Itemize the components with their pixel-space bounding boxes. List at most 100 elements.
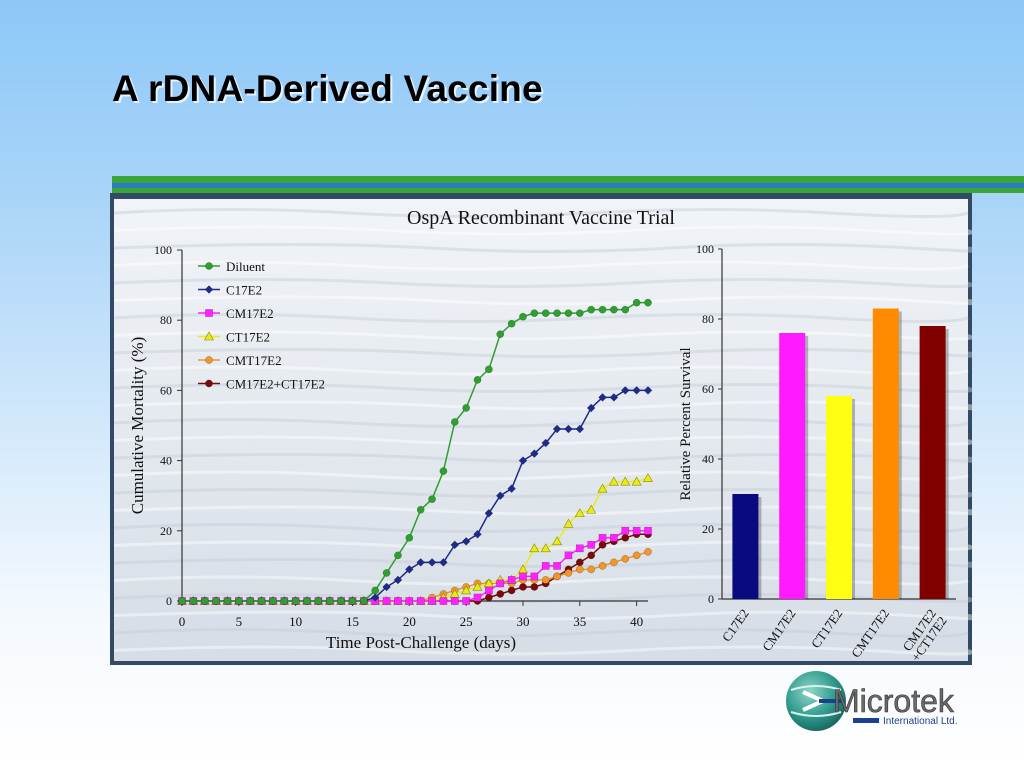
data-point-cm17e2-ct17e2 — [598, 540, 607, 549]
data-point-diluent — [234, 597, 243, 605]
data-point-diluent — [382, 569, 391, 577]
data-point-diluent — [223, 597, 232, 605]
title-rule-blue — [112, 183, 1024, 188]
data-point-cmt17e2 — [644, 548, 652, 556]
line-y-tick-label: 80 — [160, 313, 172, 327]
data-point-diluent — [530, 309, 539, 318]
data-point-ct17e2 — [574, 508, 585, 518]
water-ripple — [113, 225, 972, 236]
data-point-diluent — [462, 404, 470, 412]
line-x-tick-label: 20 — [403, 614, 416, 629]
data-point-ct17e2 — [540, 543, 551, 553]
data-point-diluent — [450, 418, 459, 426]
data-point-diluent — [541, 309, 550, 318]
data-point-c17e2 — [552, 424, 562, 434]
data-point-cm17e2 — [473, 593, 482, 602]
data-point-cm17e2 — [462, 597, 470, 605]
data-point-diluent — [610, 305, 618, 314]
data-point-diluent — [314, 597, 323, 605]
data-point-cm17e2 — [632, 526, 641, 535]
data-point-ct17e2 — [472, 581, 483, 591]
line-y-tick-label: 0 — [166, 594, 172, 608]
water-ripple — [113, 365, 969, 376]
title-rule-green-top — [112, 176, 1024, 183]
data-point-cm17e2-ct17e2 — [575, 558, 584, 567]
data-point-cmt17e2 — [541, 576, 550, 584]
bar-y-tick-label: 80 — [702, 312, 714, 326]
data-point-diluent — [598, 305, 607, 314]
line-x-tick-label: 5 — [236, 614, 243, 629]
data-point-c17e2 — [507, 484, 516, 494]
data-point-ct17e2 — [642, 473, 654, 482]
data-point-c17e2 — [461, 536, 471, 546]
data-point-diluent — [507, 319, 516, 328]
data-point-ct17e2 — [586, 504, 597, 514]
legend-label: C17E2 — [226, 283, 262, 298]
data-point-diluent — [439, 467, 448, 475]
data-point-diluent — [269, 597, 277, 605]
bar — [872, 308, 899, 599]
data-point-diluent — [644, 298, 652, 307]
data-point-cm17e2 — [621, 526, 630, 535]
data-point-cm17e2 — [450, 597, 459, 605]
chart-panel: OspA Recombinant Vaccine Trial 0 20 40 60 80… — [110, 193, 972, 665]
line-x-tick-label: 0 — [179, 614, 186, 629]
data-point-ct17e2 — [608, 476, 619, 486]
data-point-c17e2 — [370, 593, 380, 602]
logo-name: Microtek — [833, 683, 955, 719]
data-point-diluent — [405, 533, 414, 542]
data-point-c17e2 — [586, 403, 596, 413]
data-point-diluent — [553, 309, 561, 318]
legend-marker — [205, 309, 213, 317]
data-point-diluent — [257, 597, 266, 605]
bar-y-tick-label: 100 — [696, 242, 714, 256]
chart-figure: OspA Recombinant Vaccine Trial 0 20 40 60 80… — [113, 199, 972, 664]
data-point-diluent — [291, 597, 300, 605]
legend-marker — [205, 379, 213, 388]
data-point-diluent — [632, 298, 641, 307]
data-point-c17e2 — [484, 508, 494, 518]
chart-title: OspA Recombinant Vaccine Trial — [407, 207, 675, 229]
data-point-diluent — [212, 597, 220, 605]
data-point-cm17e2-ct17e2 — [496, 590, 505, 598]
data-point-cmt17e2 — [587, 565, 596, 574]
data-point-cmt17e2 — [575, 565, 584, 574]
data-point-cm17e2 — [575, 544, 584, 553]
line-y-tick-label: 100 — [154, 243, 172, 257]
data-point-cm17e2 — [541, 562, 550, 570]
data-point-c17e2 — [643, 386, 653, 395]
data-point-cm17e2-ct17e2 — [485, 593, 493, 602]
bar — [919, 326, 946, 599]
data-point-cm17e2-ct17e2 — [507, 586, 516, 595]
bar-y-axis-label: Relative Percent Survival — [678, 347, 694, 500]
data-point-cm17e2 — [587, 540, 596, 549]
title-rule-green-bottom — [112, 188, 1024, 193]
water-ripple — [113, 278, 972, 288]
bar-y-tick-label: 20 — [702, 522, 714, 536]
data-point-c17e2 — [541, 438, 551, 448]
data-point-cmt17e2 — [553, 572, 561, 581]
line-x-tick-label: 10 — [289, 614, 302, 629]
data-point-cmt17e2 — [610, 558, 618, 567]
data-point-diluent — [200, 597, 209, 605]
data-point-c17e2 — [416, 558, 426, 567]
line-x-tick-label: 25 — [460, 614, 473, 629]
water-ripple — [113, 575, 969, 586]
legend-label: Diluent — [226, 259, 265, 274]
data-point-c17e2 — [473, 529, 482, 539]
data-point-c17e2 — [620, 386, 630, 395]
data-point-c17e2 — [564, 424, 573, 434]
data-point-c17e2 — [529, 449, 539, 458]
data-point-c17e2 — [439, 558, 448, 567]
data-point-ct17e2 — [597, 483, 608, 493]
data-point-diluent — [246, 597, 255, 605]
data-point-c17e2 — [427, 558, 437, 567]
slide-title: A rDNA-Derived Vaccine — [112, 68, 543, 109]
data-point-c17e2 — [518, 456, 528, 465]
water-ripple — [113, 628, 969, 638]
data-point-cm17e2-ct17e2 — [621, 533, 630, 542]
data-point-diluent — [348, 597, 357, 605]
data-point-cmt17e2 — [564, 569, 573, 577]
data-point-diluent — [587, 305, 596, 314]
legend-marker — [203, 331, 215, 341]
